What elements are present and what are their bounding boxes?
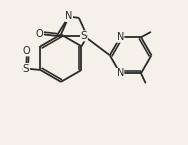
- Text: O: O: [35, 29, 43, 39]
- Text: O: O: [23, 46, 31, 56]
- Text: N: N: [117, 32, 124, 42]
- Text: S: S: [81, 31, 87, 41]
- Text: S: S: [23, 64, 29, 74]
- Text: N: N: [117, 68, 124, 78]
- Text: N: N: [65, 11, 73, 21]
